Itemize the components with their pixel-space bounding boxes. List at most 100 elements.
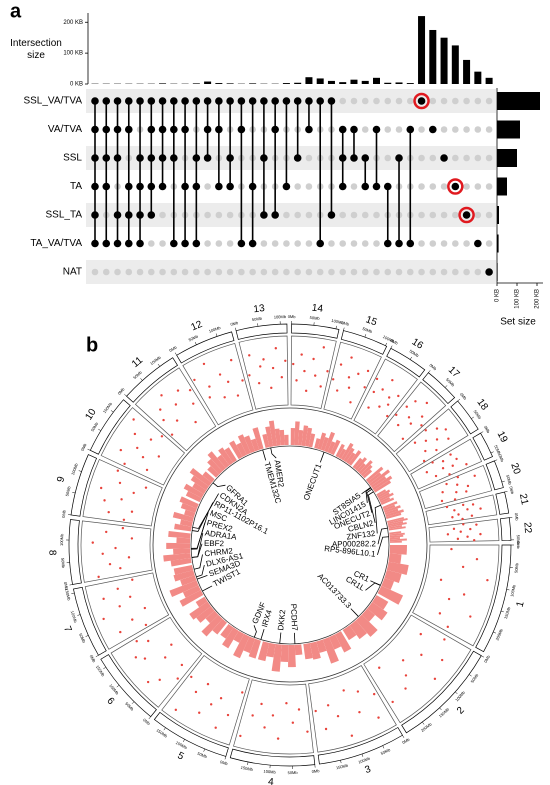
density-bin	[224, 447, 237, 463]
gene-link	[260, 628, 265, 640]
density-bin	[381, 577, 395, 590]
ideogram	[68, 519, 82, 585]
mb-tick-label: 100Mb	[175, 740, 189, 751]
density-bin	[369, 469, 390, 487]
density-bin	[173, 548, 191, 555]
empty-dot	[328, 268, 335, 276]
empty-dot	[249, 268, 256, 276]
mb-tick-label: 50Mb	[64, 485, 71, 497]
empty-dot	[418, 268, 425, 276]
ideogram	[235, 323, 288, 340]
mb-tick-label: 150Mb	[503, 606, 512, 620]
mb-tick-label: 50Mb	[493, 444, 502, 456]
panel-label: a	[10, 0, 22, 22]
mb-tick-label: 150Mb	[155, 728, 169, 739]
member-dot	[181, 125, 189, 134]
member-dot	[462, 211, 471, 219]
mb-tick	[382, 745, 385, 749]
member-dot	[282, 182, 291, 191]
scatter-point	[324, 727, 328, 731]
mb-tick-label: 100Mb	[149, 354, 162, 366]
member-dot	[395, 239, 403, 248]
density-bin	[182, 585, 201, 598]
scatter-point	[449, 453, 452, 456]
density-bin	[342, 625, 357, 641]
scatter-point	[131, 618, 134, 621]
set-size-bar	[497, 177, 507, 196]
member-dot	[237, 125, 246, 134]
density-bin	[317, 432, 327, 450]
density-bin	[358, 460, 373, 475]
scatter-point	[433, 677, 437, 681]
scatter-point	[446, 533, 450, 536]
member-dot	[395, 154, 403, 162]
empty-dot	[373, 268, 380, 276]
gene-link	[191, 543, 203, 558]
intersection-bar	[316, 78, 324, 84]
x-axis-label: Set size	[500, 317, 536, 328]
member-dot	[136, 154, 144, 162]
scatter-point	[435, 427, 439, 430]
scatter-panel	[100, 407, 186, 486]
density-bin	[389, 538, 407, 542]
empty-dot	[125, 268, 133, 276]
y-tick-label: 100 KB	[63, 51, 83, 57]
scatter-point	[192, 402, 195, 405]
mb-tick-label: 0Mb	[219, 759, 229, 766]
ideogram	[229, 748, 316, 767]
mb-tick-label: 0Mb	[142, 717, 152, 726]
empty-dot	[294, 240, 301, 247]
mb-tick	[494, 459, 498, 462]
scatter-point	[119, 630, 122, 634]
member-dot	[203, 154, 212, 162]
intersection-bar	[350, 79, 358, 84]
gene-label: CHRM2	[204, 546, 234, 558]
member-dot	[338, 125, 347, 134]
scatter-point	[208, 396, 211, 399]
mb-tick-label: 100Mb	[263, 769, 276, 775]
density-bin	[349, 620, 368, 640]
member-dot	[260, 154, 268, 162]
member-dot	[327, 97, 336, 105]
mb-tick-label: 150Mb	[64, 588, 72, 602]
density-bin	[328, 634, 342, 650]
scatter-point	[248, 374, 251, 377]
member-dot	[158, 125, 167, 134]
empty-dot	[102, 268, 110, 276]
scatter-point	[322, 346, 325, 349]
density-bin	[262, 433, 270, 449]
intersection-bar	[451, 45, 459, 84]
ideogram	[475, 544, 512, 653]
mb-tick	[157, 363, 160, 367]
density-bin	[172, 511, 194, 523]
scatter-point	[479, 532, 482, 536]
member-dot	[361, 182, 370, 191]
density-bin	[384, 508, 399, 515]
intersection-bar	[215, 83, 223, 84]
density-bin	[367, 601, 388, 621]
scatter-panel	[82, 459, 163, 527]
density-bin	[308, 433, 316, 448]
scatter-point	[143, 606, 147, 610]
scatter-panel	[110, 616, 203, 708]
mb-tick-label: 0Mb	[514, 513, 520, 522]
intersection-bar	[418, 16, 426, 84]
scatter-point	[263, 726, 266, 729]
chromosome-label: 1	[515, 600, 527, 609]
scatter-point	[448, 473, 451, 476]
member-dot	[305, 97, 313, 105]
scatter-panel	[182, 342, 254, 426]
scatter-point	[190, 675, 193, 679]
ideogram	[499, 517, 512, 541]
mb-tick	[390, 345, 393, 349]
member-dot	[271, 125, 279, 134]
mb-tick	[78, 470, 82, 472]
density-bin	[324, 431, 336, 453]
density-bin	[360, 464, 373, 477]
scatter-point	[176, 677, 179, 680]
chromosome-label: 13	[253, 303, 266, 315]
gene-label: EBF2	[204, 539, 225, 548]
chromosome-label: 8	[46, 550, 57, 556]
density-bin	[233, 633, 250, 659]
empty-dot	[215, 268, 223, 276]
